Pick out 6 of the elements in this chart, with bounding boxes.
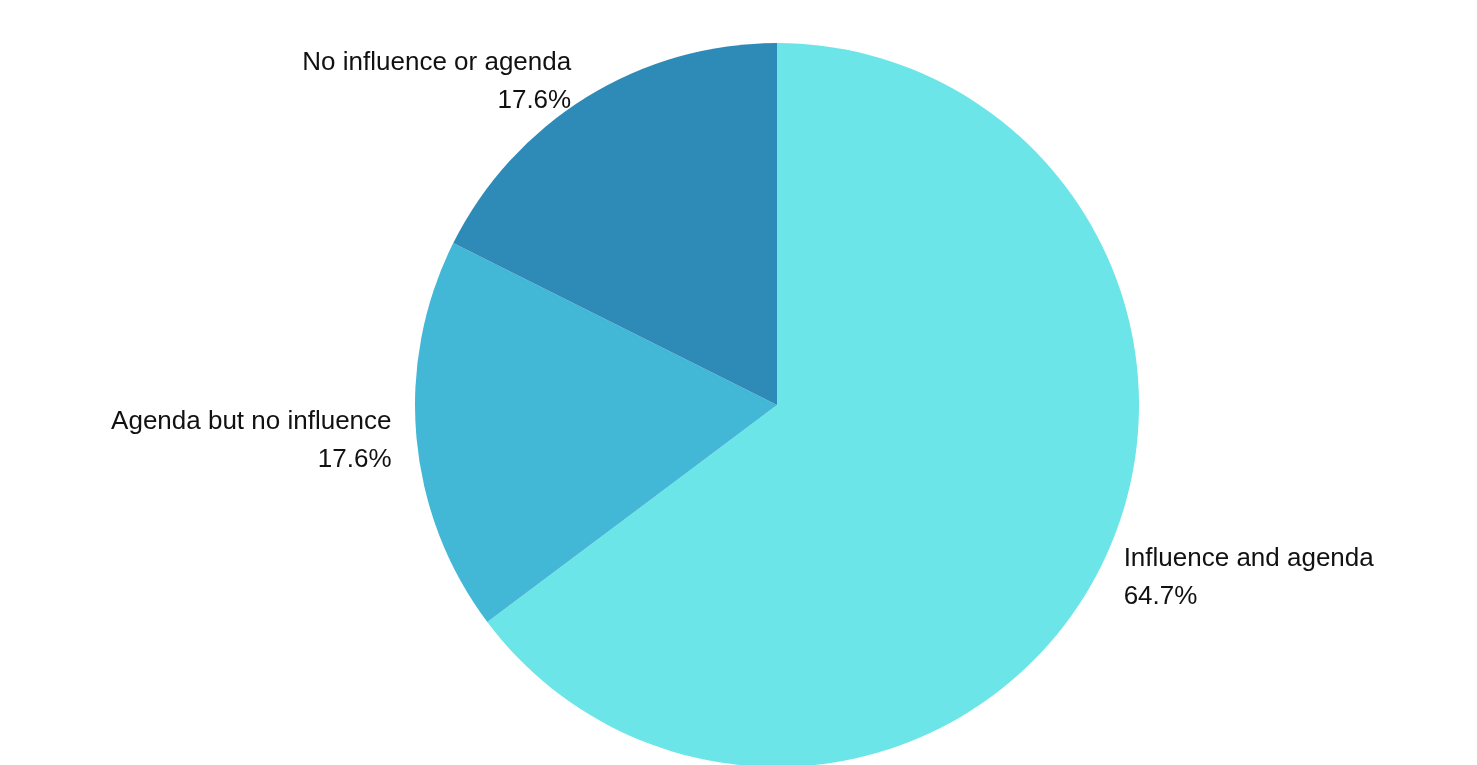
data-label: 17.6% [317, 443, 392, 474]
slice-label: No influence or agenda [302, 46, 572, 77]
slice-label: Agenda but no influence [111, 405, 392, 436]
data-label: 17.6% [497, 84, 572, 115]
slice-label: Influence and agenda [1123, 541, 1375, 572]
data-label: 64.7% [1123, 579, 1198, 610]
